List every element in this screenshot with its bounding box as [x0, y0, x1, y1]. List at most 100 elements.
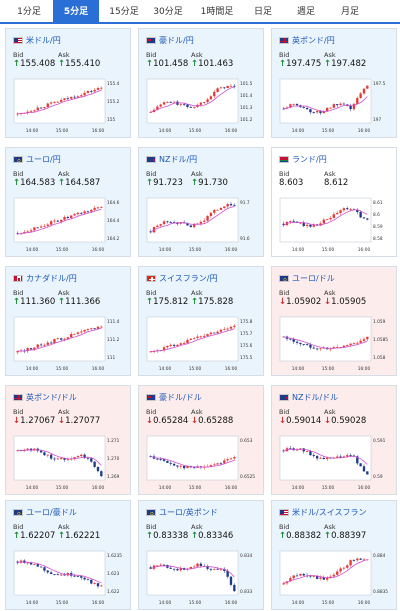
x-tick-label: 16:00	[225, 485, 238, 491]
currency-pair-title[interactable]: 豪ドル/円	[146, 35, 194, 46]
currency-card[interactable]: 豪ドル/ドル Bid Ask ↓0.65284 ↓0.65288 0.653 0.6525 1…	[138, 385, 264, 495]
bid-value: ↑0.88382	[279, 531, 321, 541]
chart-container[interactable]: 101.5 101.4 101.3 101.2 14:00 15:00 16:00	[144, 75, 260, 135]
chart-container[interactable]: 1.271 1.270 1.269 14:00 15:00 16:00	[11, 432, 127, 492]
chart-container[interactable]: 0.884 0.8835 14:00 15:00 16:00	[277, 547, 393, 607]
currency-pair-name: ユーロ/ドル	[292, 274, 335, 283]
currency-pair-title[interactable]: 米ドル/円	[13, 35, 61, 46]
candle-body	[193, 223, 196, 228]
currency-pair-title[interactable]: ユーロ/ドル	[279, 273, 335, 284]
chart-container[interactable]: 197.5 197 14:00 15:00 16:00	[277, 75, 393, 135]
plot-area	[279, 197, 372, 243]
candle-body	[292, 103, 295, 105]
chart-container[interactable]: 1.059 1.0585 1.058 14:00 15:00 16:00	[277, 313, 393, 373]
currency-pair-title[interactable]: NZドル/円	[146, 154, 197, 165]
currency-card[interactable]: 英ポンド/ドル Bid Ask ↓1.27067 ↓1.27077 1.271 1.270 1…	[5, 385, 131, 495]
candle-body	[326, 457, 329, 460]
candle-body	[359, 463, 362, 467]
currency-pair-title[interactable]: NZドル/ドル	[279, 392, 338, 403]
candle-body	[189, 338, 192, 340]
ask-value: 8.612	[324, 178, 348, 188]
candle-body	[206, 334, 209, 336]
currency-card[interactable]: カナダドル/円 Bid Ask ↑111.360 ↑111.366 111.4 111.2 1…	[5, 266, 131, 376]
chart-container[interactable]: 8.61 8.6 8.59 8.58 14:00 15:00 16:00	[277, 194, 393, 254]
candle-body	[199, 563, 203, 566]
currency-pair-title[interactable]: 米ドル/スイスフラン	[279, 507, 366, 518]
currency-card[interactable]: NZドル/ドル Bid Ask ↓0.59014 ↓0.59028 0.591 0.59 14…	[271, 385, 397, 495]
chart-container[interactable]: 1.6235 1.623 1.622 14:00 15:00 16:00	[11, 547, 127, 607]
candle-body	[73, 575, 76, 577]
tab-timeframe[interactable]: 1分足	[17, 7, 41, 17]
candle-body	[299, 573, 302, 576]
plot-area	[279, 78, 372, 124]
candle-body	[226, 85, 229, 89]
candle-body	[199, 221, 203, 224]
candle-body	[332, 214, 336, 218]
chart-container[interactable]: 0.653 0.6525 14:00 15:00 16:00	[144, 432, 260, 492]
plot-area	[146, 435, 239, 481]
currency-card[interactable]: ユーロ/ドル Bid Ask ↓1.05902 ↓1.05905 1.059 1.0585 1…	[271, 266, 397, 376]
currency-pair-title[interactable]: ユーロ/英ポンド	[146, 507, 218, 518]
y-tick-label: 0.884	[373, 553, 386, 559]
currency-card[interactable]: ランド/円 Bid Ask 8.603 8.612 8.61 8.6 8.59 8.58 14:0…	[271, 147, 397, 257]
chart-container[interactable]: 175.8 175.7 175.6 175.5 14:00 15:00 16:00	[144, 313, 260, 373]
bid-label: Bid	[13, 51, 24, 59]
x-tick-label: 16:00	[92, 247, 105, 253]
currency-pair-title[interactable]: ユーロ/豪ドル	[13, 507, 77, 518]
y-tick-label: 164.2	[107, 236, 120, 242]
currency-pair-title[interactable]: 豪ドル/ドル	[146, 392, 202, 403]
chart-container[interactable]: 0.591 0.59 14:00 15:00 16:00	[277, 432, 393, 492]
arrow-up-icon: ↑	[191, 178, 199, 188]
x-tick-label: 14:00	[292, 600, 305, 606]
tab-timeframe[interactable]: 5分足	[53, 0, 99, 24]
candle-body	[83, 454, 86, 458]
tab-timeframe[interactable]: 30分足	[153, 7, 183, 17]
candle-body	[193, 337, 196, 339]
chart-container[interactable]: 164.6 164.4 164.2 14:00 15:00 16:00	[11, 194, 127, 254]
chart-container[interactable]: 111.4 111.2 111 14:00 15:00 16:00	[11, 313, 127, 373]
currency-card[interactable]: NZドル/円 Bid Ask ↑91.723 ↑91.730 91.7 91.6 14:00 1…	[138, 147, 264, 257]
currency-pair-title[interactable]: 英ポンド/ドル	[13, 392, 77, 403]
candle-body	[312, 575, 315, 577]
candle-body	[223, 206, 226, 209]
currency-card[interactable]: ユーロ/英ポンド Bid Ask ↑0.83338 ↑0.83346 0.834 0.833…	[138, 500, 264, 610]
chart-container[interactable]: 155.4 155.2 155 14:00 15:00 16:00	[11, 75, 127, 135]
candle-body	[169, 344, 172, 346]
candle-body	[346, 208, 349, 210]
chart-container[interactable]: 91.7 91.6 14:00 15:00 16:00	[144, 194, 260, 254]
candle-body	[295, 449, 299, 451]
currency-pair-title[interactable]: ランド/円	[279, 154, 327, 165]
tab-timeframe[interactable]: 1時間足	[200, 7, 234, 17]
currency-card[interactable]: ユーロ/豪ドル Bid Ask ↑1.62207 ↑1.62221 1.6235 1.623…	[5, 500, 131, 610]
arrow-down-icon: ↓	[13, 416, 21, 426]
currency-pair-title[interactable]: スイスフラン/円	[146, 273, 217, 284]
currency-card[interactable]: 豪ドル/円 Bid Ask ↑101.458 ↑101.463 101.5 101.4 101…	[138, 28, 264, 138]
arrow-up-icon: ↑	[146, 297, 154, 307]
moving-average-line	[17, 561, 102, 584]
plot-area	[13, 435, 106, 481]
candle-body	[179, 567, 182, 571]
candle-body	[302, 573, 305, 576]
chart-container[interactable]: 0.834 0.833 14:00 15:00 16:00	[144, 547, 260, 607]
currency-pair-title[interactable]: ユーロ/円	[13, 154, 61, 165]
candle-body	[90, 458, 93, 462]
candle-body	[36, 344, 39, 348]
x-tick-label: 15:00	[189, 600, 202, 606]
tab-timeframe[interactable]: 週足	[296, 7, 315, 17]
candle-body	[326, 107, 329, 112]
currency-card[interactable]: ユーロ/円 Bid Ask ↑164.583 ↑164.587 164.6 164.4 164…	[5, 147, 131, 257]
candle-body	[339, 103, 342, 106]
currency-card[interactable]: 米ドル/円 Bid Ask ↑155.408 ↑155.410 155.4 155.2 155…	[5, 28, 131, 138]
arrow-up-icon: ↑	[13, 178, 21, 188]
tab-timeframe[interactable]: 日足	[253, 7, 272, 17]
currency-pair-title[interactable]: 英ポンド/円	[279, 35, 335, 46]
tab-timeframe[interactable]: 月足	[340, 7, 359, 17]
currency-card[interactable]: スイスフラン/円 Bid Ask ↑175.812 ↑175.828 175.8 175.7…	[138, 266, 264, 376]
ask-value: ↑111.366	[58, 297, 100, 307]
currency-pair-title[interactable]: カナダドル/円	[13, 273, 77, 284]
arrow-up-icon: ↑	[191, 59, 199, 69]
tab-timeframe[interactable]: 15分足	[109, 7, 139, 17]
currency-card[interactable]: 米ドル/スイスフラン Bid Ask ↑0.88382 ↑0.88397 0.884 0.8…	[271, 500, 397, 610]
currency-card[interactable]: 英ポンド/円 Bid Ask ↑197.475 ↑197.482 197.5 197 14:0…	[271, 28, 397, 138]
ask-price: 0.65288	[198, 416, 234, 426]
